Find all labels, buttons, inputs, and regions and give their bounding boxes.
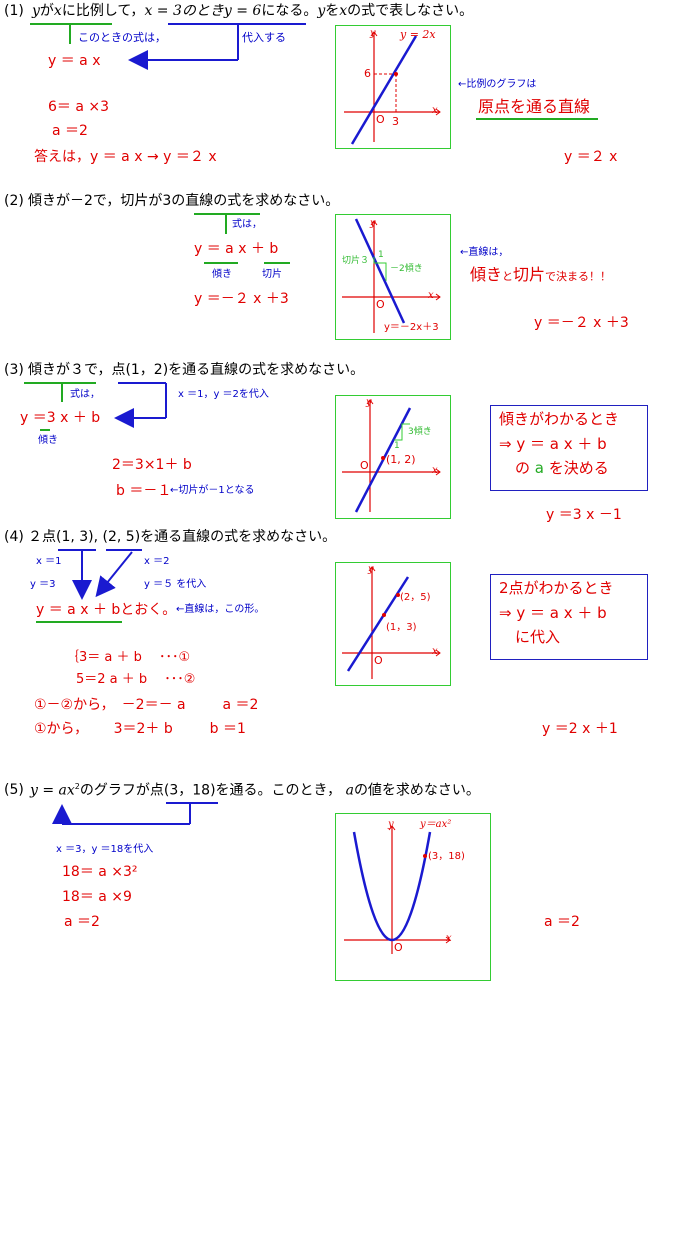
intercept-note: 切片３ xyxy=(342,256,370,266)
y-axis-label: y xyxy=(370,28,376,39)
x-tick: 3 xyxy=(392,115,399,128)
final-answer: y ＝3 x －1 xyxy=(546,507,622,523)
general-formula: y ＝ a x ＋ bとおく。 xyxy=(36,602,177,618)
linear-graph xyxy=(342,566,441,679)
final-answer: y ＝－２ x ＋3 xyxy=(534,315,629,331)
linear-graph xyxy=(342,218,441,333)
run-note: 1 xyxy=(378,250,384,260)
formula-note: ←直線は，この形。 xyxy=(176,604,265,615)
curve-label: y＝ax² xyxy=(420,819,452,830)
graph-panel: y 3傾き 1 (1, 2) O x xyxy=(335,395,451,519)
solution-step: 6＝ a ×3 xyxy=(48,99,110,115)
equation-1: ｛3＝ a ＋ b ･･･① xyxy=(66,650,191,665)
hint-action: に代入 xyxy=(515,628,561,646)
linear-graph xyxy=(344,31,441,145)
final-answer: y ＝２ x xyxy=(564,149,618,165)
graph-panel: y y＝ax² (3，18) O x xyxy=(335,813,491,981)
slope-label: 傾き xyxy=(38,435,58,446)
problem-statement: ２点(1, 3), (2, 5)を通る直線の式を求めなさい。 xyxy=(28,529,337,545)
solution-step: 18＝ a ×9 xyxy=(62,889,132,905)
y-axis-label: y xyxy=(370,218,376,229)
line-label: y = 2x xyxy=(400,28,436,41)
graph-panel: y 切片３ 1 －2傾き O x y＝－2x＋3 xyxy=(335,214,451,340)
formula-note: このときの式は， xyxy=(78,31,166,44)
problem-number: (1) xyxy=(4,3,24,19)
line-label: y＝－2x＋3 xyxy=(384,322,439,333)
substitute-note: 代入する xyxy=(242,31,286,44)
answer-line: 答えは，y ＝ a x → y ＝２ x xyxy=(34,149,217,165)
side-note: ←比例のグラフは xyxy=(458,79,537,90)
problem-number: (5) xyxy=(4,782,24,798)
parabola-graph xyxy=(344,825,451,954)
y2-note: y ＝５ を代入 xyxy=(144,579,207,590)
step-note: ←切片が－1となる xyxy=(170,485,255,496)
solution-step: a ＝2 xyxy=(52,123,88,139)
origin-label: O xyxy=(360,459,369,472)
solution-step: b ＝－１ xyxy=(116,483,172,499)
y-tick: 6 xyxy=(364,67,371,80)
hint-box: 2点がわかるとき ⇒ y ＝ a x ＋ b に代入 xyxy=(490,574,648,660)
side-note: ←直線は， xyxy=(460,247,509,258)
substitute-note: x ＝3，y ＝18を代入 xyxy=(56,844,154,855)
linear-graph xyxy=(342,399,441,513)
problem-number: (4) xyxy=(4,529,24,545)
origin-label: O xyxy=(374,654,383,667)
point-label: (1, 2) xyxy=(386,453,416,466)
slope-note: －2傾き xyxy=(390,264,423,274)
hint-action: の a を決める xyxy=(515,459,609,477)
graph-panel: y (2，5) (1，3) O x xyxy=(335,562,451,686)
point-label: (3，18) xyxy=(428,851,465,862)
problem-number: (2) xyxy=(4,193,24,209)
origin-label: O xyxy=(376,298,385,311)
intercept-label: 切片 xyxy=(262,269,282,280)
equation-2: 5＝2 a ＋ b ･･･② xyxy=(76,672,196,687)
solution-step: a ＝2 xyxy=(64,914,100,930)
origin-label: O xyxy=(394,941,403,954)
general-formula: y ＝ a x xyxy=(48,53,101,69)
x-axis-label: x xyxy=(428,290,434,301)
run-note: 1 xyxy=(394,441,400,451)
result-formula: y ＝－２ x ＋3 xyxy=(194,291,289,307)
side-note-emphasis: 傾きと切片で決まる！！ xyxy=(470,265,612,284)
problem-statement: 傾きが－2で，切片が3の直線の式を求めなさい。 xyxy=(28,193,340,209)
x2-note: x ＝2 xyxy=(144,556,170,567)
general-formula: y ＝3 x ＋ b xyxy=(20,410,101,426)
hint-box: 傾きがわかるとき ⇒ y ＝ a x ＋ b の a を決める xyxy=(490,405,648,491)
formula-note: 式は， xyxy=(232,219,262,230)
slope-label: 傾き xyxy=(212,269,232,280)
y-axis-label: y xyxy=(366,397,372,408)
problem-number: (3) xyxy=(4,362,24,378)
solution-step: 2＝3×1＋ b xyxy=(112,457,192,473)
y-axis-label: y xyxy=(368,564,374,575)
point-1-label: (1，3) xyxy=(386,622,417,633)
x-axis-label: x xyxy=(446,933,452,944)
y1-note: y ＝3 xyxy=(30,579,56,590)
x-axis-label: x xyxy=(432,646,438,657)
hint-title: 2点がわかるとき xyxy=(499,579,614,597)
hint-formula: ⇒ y ＝ a x ＋ b xyxy=(499,604,607,622)
hint-formula: ⇒ y ＝ a x ＋ b xyxy=(499,435,607,453)
final-answer: a ＝2 xyxy=(544,914,580,930)
x1-note: x ＝1 xyxy=(36,556,62,567)
slope-note: 3傾き xyxy=(408,427,432,437)
x-axis-label: x xyxy=(432,465,438,476)
point-2-label: (2，5) xyxy=(400,592,431,603)
origin-label: O xyxy=(376,113,385,126)
side-note-emphasis: 原点を通る直線 xyxy=(478,97,591,116)
problem-statement: yがxに比例して，x = 3のときy = 6になる。yをxの式で表しなさい。 xyxy=(32,3,474,19)
solution-step: ①－②から， －2＝－ a a ＝2 xyxy=(34,697,259,713)
solution-step: 18＝ a ×3² xyxy=(62,864,138,880)
hint-title: 傾きがわかるとき xyxy=(499,410,620,428)
problem-statement: 傾きが３で，点(1，2)を通る直線の式を求めなさい。 xyxy=(28,362,365,378)
formula-note: 式は， xyxy=(70,389,100,400)
y-axis-label: y xyxy=(388,819,394,830)
substitute-note: x ＝1，y ＝2を代入 xyxy=(178,389,269,400)
x-axis-label: x xyxy=(432,105,438,116)
problem-statement: y = ax2のグラフが点(3，18)を通る。このとき， aの値を求めなさい。 xyxy=(30,782,480,799)
solution-step: ①から， 3＝2＋ b b ＝1 xyxy=(34,721,246,737)
graph-panel: y y = 2x 6 O 3 x xyxy=(335,25,451,149)
final-answer: y ＝2 x ＋1 xyxy=(542,721,618,737)
general-formula: y ＝ a x ＋ b xyxy=(194,241,279,257)
